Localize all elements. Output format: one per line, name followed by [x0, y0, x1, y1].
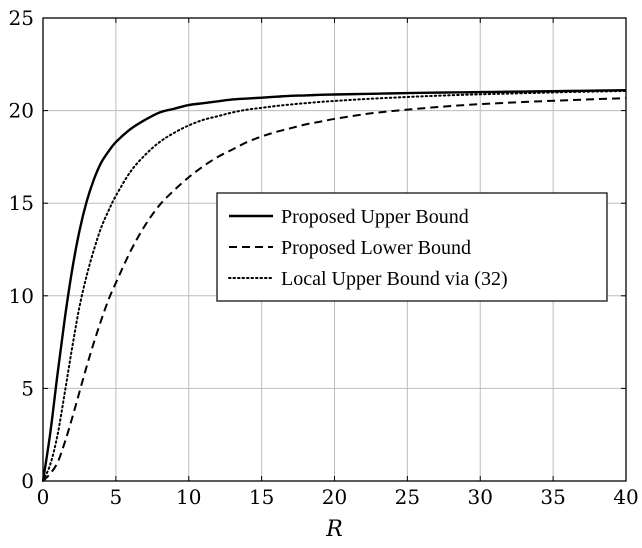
y-tick-label: 20 [9, 99, 34, 123]
tick-labels: 0 5 10 15 20 25 30 35 40 0 5 10 15 20 25 [9, 6, 639, 509]
x-tick-label: 35 [540, 485, 565, 509]
y-tick-label: 10 [9, 284, 34, 308]
x-tick-label: 25 [395, 485, 420, 509]
series-layer [41, 89, 627, 482]
x-axis-label: R [325, 517, 343, 542]
legend-label: Proposed Upper Bound [281, 206, 469, 228]
y-tick-label: 5 [21, 376, 34, 400]
x-tick-label: 20 [322, 485, 347, 509]
legend: Proposed Upper Bound Proposed Lower Bound… [216, 192, 608, 302]
x-tick-label: 15 [249, 485, 274, 509]
legend-label: Local Upper Bound via (32) [281, 268, 508, 290]
ticks [42, 17, 627, 482]
y-tick-label: 25 [9, 6, 34, 30]
legend-label: Proposed Lower Bound [281, 237, 471, 259]
series-proposed-upper-bound [41, 89, 627, 482]
legend-box [216, 192, 608, 302]
x-tick-label: 10 [176, 485, 201, 509]
series-local-upper-bound [42, 89, 627, 482]
y-tick-label: 15 [9, 191, 34, 215]
y-tick-label: 0 [21, 469, 34, 493]
x-tick-label: 0 [37, 485, 50, 509]
x-tick-label: 5 [110, 485, 123, 509]
x-tick-label: 30 [468, 485, 493, 509]
x-tick-label: 40 [613, 485, 638, 509]
series-proposed-lower-bound [42, 97, 627, 482]
